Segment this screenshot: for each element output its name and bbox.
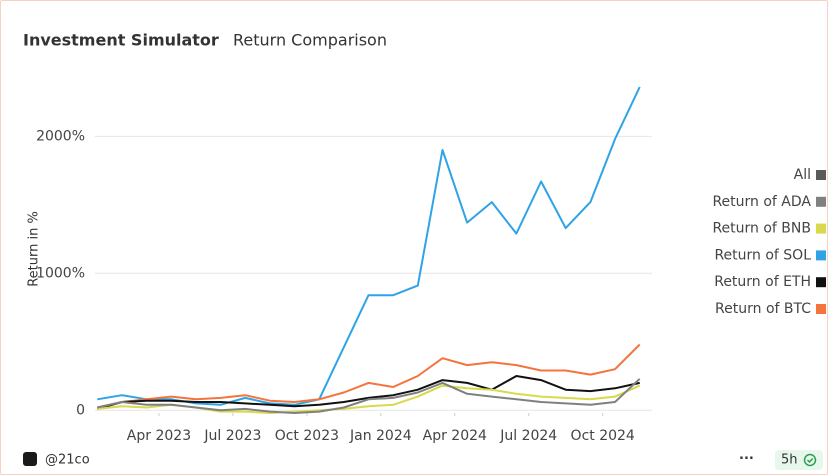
more-menu[interactable]: ··· <box>739 452 754 467</box>
y-tick-label: 0 <box>76 402 85 418</box>
x-tick-label: Jul 2023 <box>203 428 261 444</box>
series-line <box>97 86 641 406</box>
legend-label[interactable]: Return of BTC <box>715 301 811 317</box>
legend-swatch <box>816 223 826 234</box>
chart-title: Investment Simulator <box>23 31 219 50</box>
account-icon <box>23 452 37 466</box>
series-line <box>97 375 640 410</box>
x-tick-label: Apr 2023 <box>127 428 191 444</box>
x-tick-label: Oct 2024 <box>571 428 635 444</box>
y-axis-label: Return in % <box>27 211 42 287</box>
y-tick-label: 2000% <box>36 128 85 144</box>
legend-swatch <box>816 170 826 180</box>
legend-label[interactable]: Return of SOL <box>714 247 811 263</box>
legend-swatch <box>816 196 826 207</box>
check-icon <box>803 453 817 467</box>
series-line <box>97 378 641 414</box>
x-tick-label: Oct 2023 <box>275 428 339 444</box>
x-tick-label: Apr 2024 <box>423 428 487 444</box>
account-name[interactable]: @21co <box>45 453 90 468</box>
legend-label[interactable]: All <box>794 167 811 183</box>
legend-swatch <box>816 304 826 314</box>
age-text: 5h <box>781 453 798 468</box>
legend-swatch <box>816 250 826 261</box>
x-tick-label: Jul 2024 <box>499 428 557 444</box>
legend-label[interactable]: Return of ADA <box>712 194 811 210</box>
legend-label[interactable]: Return of BNB <box>712 221 811 237</box>
chart-subtitle: Return Comparison <box>233 31 387 50</box>
y-tick-label: 1000% <box>36 265 85 281</box>
legend-swatch <box>816 277 826 288</box>
check-mark <box>806 457 814 464</box>
x-tick-label: Jan 2024 <box>349 428 412 444</box>
legend-label[interactable]: Return of ETH <box>714 274 811 290</box>
series-line <box>97 343 641 409</box>
